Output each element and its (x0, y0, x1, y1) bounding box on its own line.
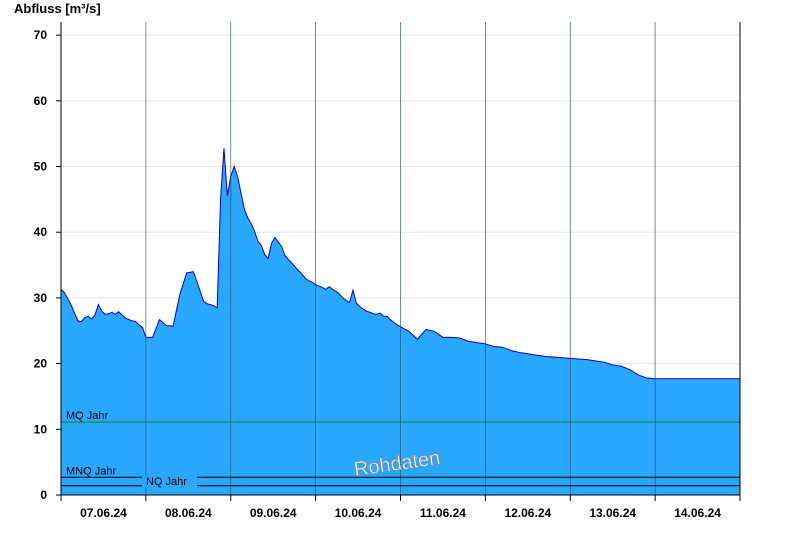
y-tick-label-40: 40 (34, 225, 48, 239)
y-axis-label: Abfluss [m³/s] (14, 1, 101, 16)
y-tick-label-60: 60 (34, 94, 48, 108)
x-tick-label-5: 12.06.24 (504, 506, 551, 520)
reference-lines: MQ Jahr MNQ Jahr NQ Jahr (61, 410, 740, 488)
x-tick-label-0: 07.06.24 (80, 506, 127, 520)
y-tick-label-10: 10 (34, 422, 48, 436)
reference-label-mq: MQ Jahr (66, 410, 109, 422)
x-tick-label-7: 14.06.24 (674, 506, 721, 520)
x-tick-label-6: 13.06.24 (589, 506, 636, 520)
discharge-series-line (60, 148, 740, 380)
axes: 0 10 20 30 40 50 60 70 07.06.24 08.06.24 09.06.24 1… (34, 22, 741, 520)
x-tick-label-2: 09.06.24 (250, 506, 297, 520)
nq-label-backdrop (142, 475, 197, 487)
day-dividers (145, 22, 656, 495)
y-tick-label-70: 70 (34, 28, 48, 42)
y-tick-label-30: 30 (34, 291, 48, 305)
x-tick-label-3: 10.06.24 (335, 506, 382, 520)
y-tick-label-50: 50 (34, 160, 48, 174)
x-tick-label-4: 11.06.24 (420, 506, 466, 520)
y-tick-label-20: 20 (34, 357, 48, 371)
reference-label-nq: NQ Jahr (146, 476, 187, 488)
y-tick-label-0: 0 (40, 488, 47, 502)
reference-label-mnq: MNQ Jahr (66, 465, 116, 477)
x-tick-label-1: 08.06.24 (165, 506, 212, 520)
